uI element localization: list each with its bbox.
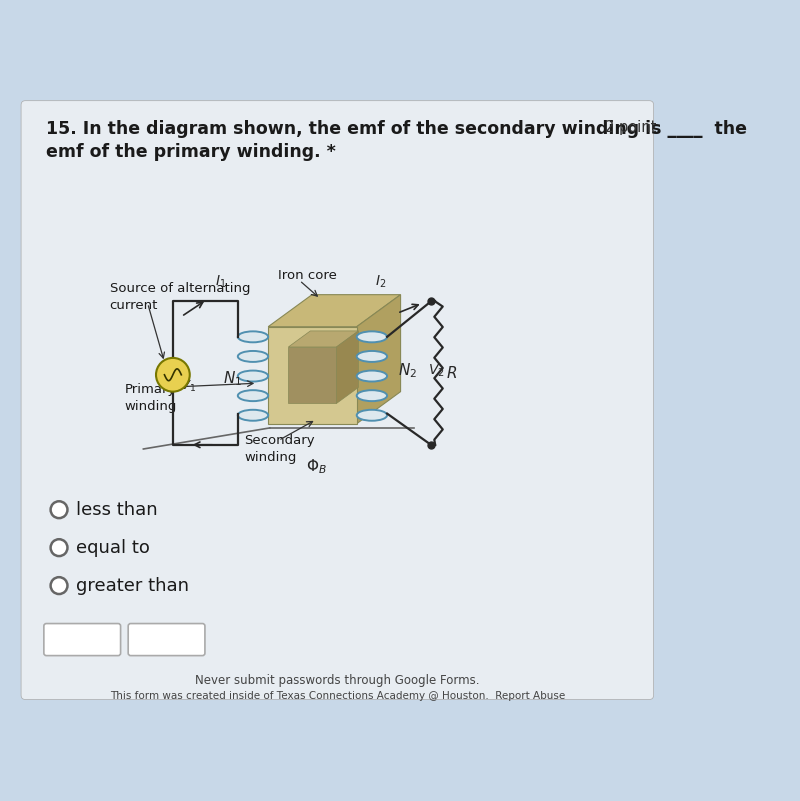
Ellipse shape (357, 351, 387, 362)
Text: less than: less than (76, 501, 158, 519)
Circle shape (156, 358, 190, 392)
Circle shape (50, 501, 67, 518)
Ellipse shape (357, 332, 387, 342)
Text: Back: Back (62, 632, 102, 647)
Text: $N_1$: $N_1$ (223, 369, 242, 388)
Polygon shape (289, 347, 337, 404)
Text: $V_1$: $V_1$ (180, 379, 196, 394)
Polygon shape (337, 331, 358, 404)
Ellipse shape (357, 371, 387, 381)
Text: This form was created inside of Texas Connections Academy @ Houston.  Report Abu: This form was created inside of Texas Co… (110, 691, 565, 701)
Text: $\Phi_B$: $\Phi_B$ (306, 457, 326, 476)
Ellipse shape (357, 390, 387, 401)
Text: $I_1$: $I_1$ (215, 273, 226, 290)
Text: Never submit passwords through Google Forms.: Never submit passwords through Google Fo… (195, 674, 479, 687)
Text: Iron core: Iron core (278, 269, 337, 283)
Polygon shape (268, 295, 401, 327)
Text: Next: Next (146, 632, 186, 647)
Text: 2 point: 2 point (605, 120, 656, 135)
Text: $N_2$: $N_2$ (398, 361, 417, 380)
Text: Source of alternating
current: Source of alternating current (110, 282, 250, 312)
Circle shape (50, 578, 67, 594)
Polygon shape (357, 295, 401, 424)
Text: $V_2$: $V_2$ (427, 362, 444, 379)
Text: 15. In the diagram shown, the emf of the secondary winding is ____  the: 15. In the diagram shown, the emf of the… (46, 120, 747, 138)
Ellipse shape (238, 332, 268, 342)
Text: greater than: greater than (76, 577, 189, 594)
FancyBboxPatch shape (128, 623, 205, 655)
Ellipse shape (238, 371, 268, 381)
Circle shape (50, 539, 67, 556)
Ellipse shape (238, 410, 268, 421)
Ellipse shape (357, 410, 387, 421)
Ellipse shape (238, 351, 268, 362)
Text: R: R (447, 365, 458, 380)
Polygon shape (289, 331, 358, 347)
Text: emf of the primary winding. *: emf of the primary winding. * (46, 143, 336, 161)
Text: equal to: equal to (76, 538, 150, 557)
Text: Secondary
winding: Secondary winding (245, 434, 315, 464)
Polygon shape (268, 327, 357, 424)
Text: Primary
winding: Primary winding (125, 383, 177, 413)
FancyBboxPatch shape (21, 101, 654, 699)
Text: $I_2$: $I_2$ (374, 273, 386, 290)
Ellipse shape (238, 390, 268, 401)
FancyBboxPatch shape (44, 623, 121, 655)
